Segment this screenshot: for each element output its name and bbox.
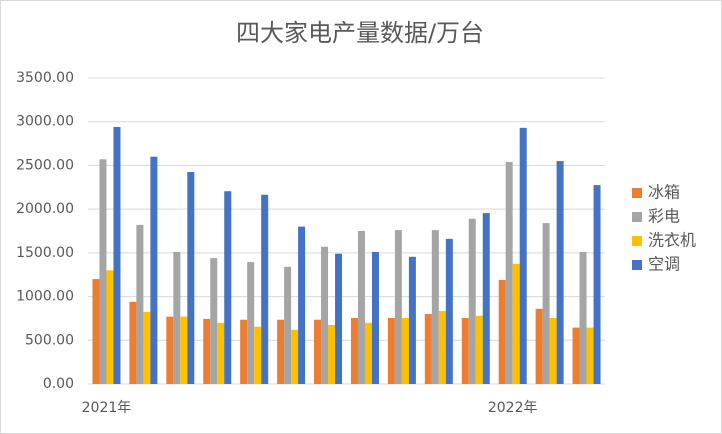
legend-swatch [632,188,642,198]
bar [387,317,395,384]
bar [321,246,329,384]
bar [284,266,292,384]
bar [512,263,520,384]
y-tick-label: 3500.00 [16,70,74,86]
bar [129,301,137,384]
y-tick-label: 3000.00 [16,114,74,130]
bar [166,316,174,384]
bar [240,319,248,384]
bar [468,218,476,384]
bar [482,213,490,384]
bar [314,319,322,384]
y-tick-label: 0.00 [43,376,74,392]
bar [298,226,306,384]
y-tick-label: 1000.00 [16,289,74,305]
bar [150,156,158,384]
bar [143,311,151,384]
bar [556,161,564,384]
bar [431,230,439,384]
bar [210,258,218,384]
legend-label: 洗衣机 [648,231,696,250]
bar [371,251,379,384]
bar [357,231,365,384]
bar [475,315,483,384]
bar [401,317,409,384]
legend-swatch [632,236,642,246]
bar [350,317,358,384]
bar [187,171,195,384]
chart-title: 四大家电产量数据/万台 [236,19,484,47]
bar [505,161,513,384]
bar [549,317,557,384]
bar [572,327,580,384]
bar [217,322,225,384]
bar [424,314,432,384]
bar [328,324,336,384]
y-tick-label: 500.00 [25,332,74,348]
bar [461,317,469,384]
bar [254,326,262,384]
bar [579,251,587,384]
bar [394,230,402,384]
legend-swatch [632,212,642,222]
bar [408,256,416,384]
bar [277,319,285,384]
bar [542,223,550,384]
bar [92,279,100,384]
bar [261,194,269,384]
legend-label: 空调 [648,255,680,274]
bar [438,310,446,384]
bar [99,159,107,384]
bar [291,329,299,384]
bar [586,327,594,384]
bar [203,318,211,384]
bar [445,238,453,384]
bar [593,185,601,384]
y-tick-label: 2000.00 [16,201,74,217]
bar [247,262,255,384]
x-tick-label: 2022年 [488,400,538,416]
bar [113,126,121,385]
y-tick-label: 2500.00 [16,157,74,173]
bar [535,308,543,384]
legend-label: 冰箱 [648,183,680,202]
bar [136,224,144,384]
legend-label: 彩电 [648,207,680,226]
x-tick-label: 2021年 [82,400,132,416]
bar [335,253,343,384]
bar [180,316,188,384]
legend-swatch [632,260,642,270]
bar [106,270,114,384]
bar [173,251,181,384]
y-tick-label: 1500.00 [16,245,74,261]
bar [498,279,506,384]
bar [224,191,232,384]
bar [519,127,527,384]
bar [364,322,372,384]
